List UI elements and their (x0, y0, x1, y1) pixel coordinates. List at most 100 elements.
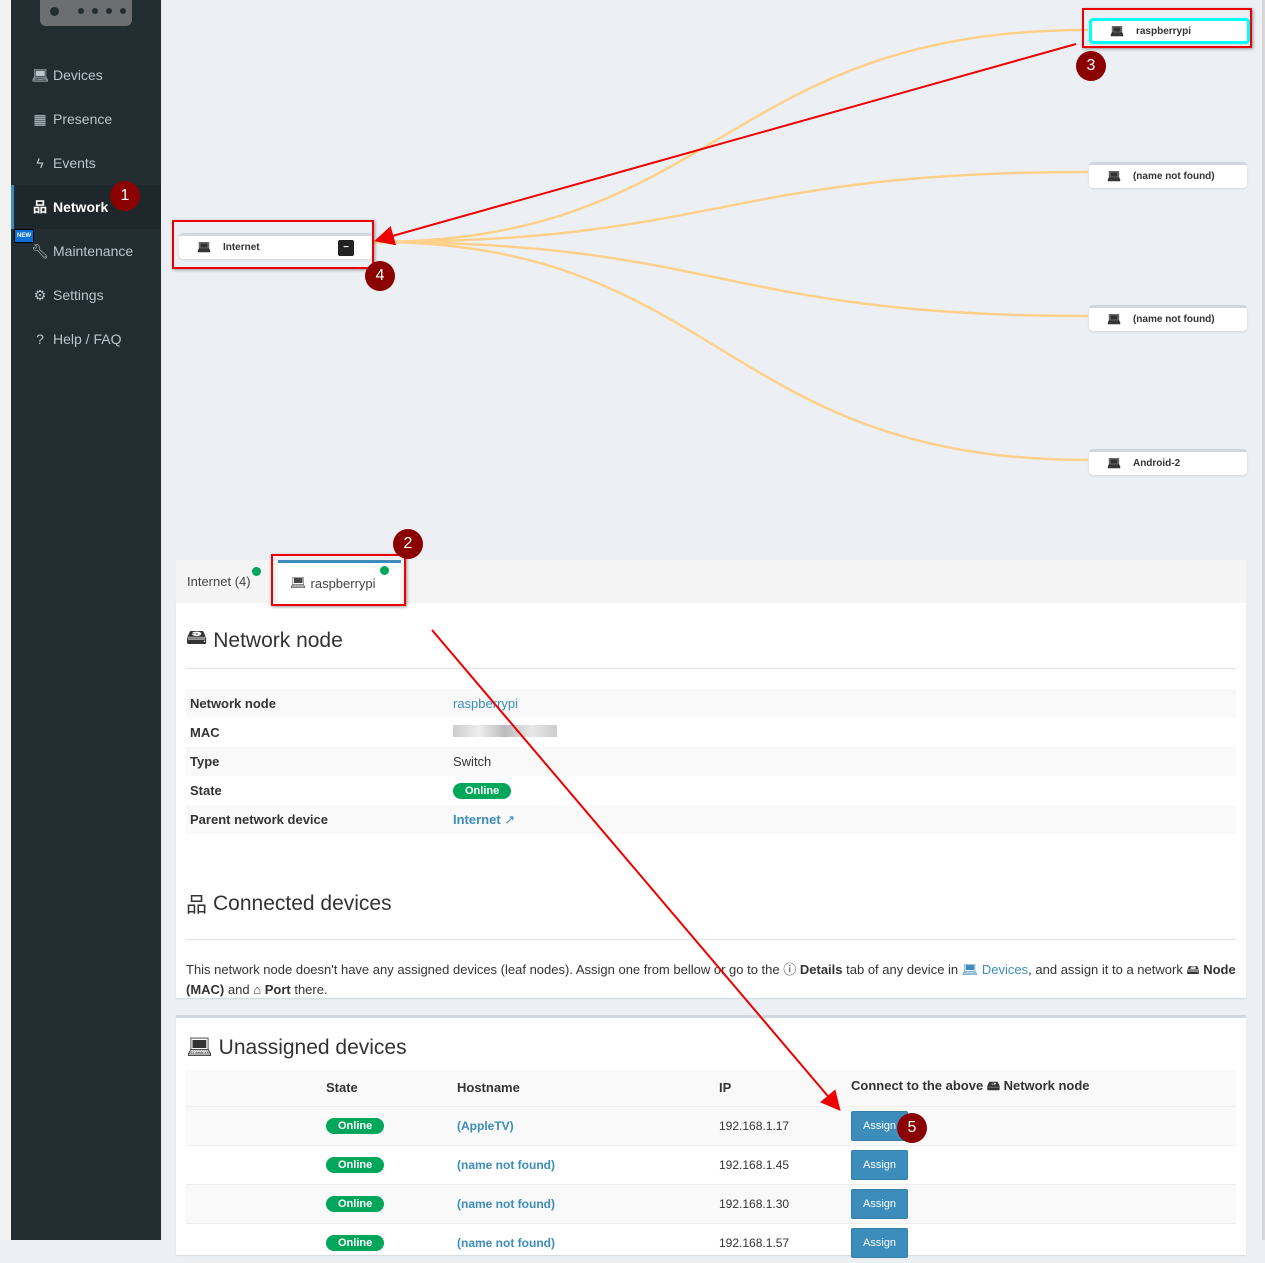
col-header: IP (719, 1070, 851, 1107)
graph-link (372, 170, 1089, 244)
node-label: (name not found) (1132, 171, 1215, 182)
unassigned-devices-panel: 💻︎ Unassigned devices State Hostname IP Conn… (176, 1015, 1246, 1263)
sidebar-item-label: Presence (53, 111, 113, 127)
tab-internet[interactable]: Internet (4) (187, 560, 251, 603)
panel-title: 💻︎ Unassigned devices (186, 1036, 1236, 1060)
bolt-icon: ϟ (36, 155, 44, 171)
parent-link[interactable]: Internet (453, 811, 501, 827)
hostname-link[interactable]: (name not found) (457, 1235, 555, 1250)
prop-value: Switch (453, 754, 492, 769)
hostname-link[interactable]: (name not found) (457, 1157, 555, 1172)
ip: 192.168.1.45 (719, 1145, 851, 1185)
annotation-marker: 4 (365, 261, 395, 291)
table-row: Online (name not found) 192.168.1.57 Assign (186, 1223, 1236, 1263)
prop-key: State (190, 783, 222, 798)
status-badge: Online (326, 1195, 385, 1212)
text: Node (MAC) (186, 962, 1236, 997)
server-icon: 🖴 (986, 1077, 1000, 1093)
laptop-icon: 💻︎ (1107, 314, 1121, 326)
node-label: raspberrypi (1135, 25, 1191, 37)
graph-node-leaf[interactable]: 💻︎ Android-2 (1089, 449, 1247, 475)
graph-node-internet[interactable]: 💻︎ Internet − (179, 233, 372, 259)
text: Details (799, 962, 843, 977)
assign-button[interactable]: Assign (851, 1149, 909, 1180)
text: Connect to the above (851, 1077, 984, 1093)
annotation-marker: 2 (393, 529, 423, 559)
text: Port (264, 982, 291, 997)
graph-node-leaf[interactable]: 💻︎ (name not found) (1089, 162, 1247, 188)
sidebar-item-devices[interactable]: 💻︎ Devices (11, 53, 161, 97)
col-header: State (326, 1070, 457, 1107)
node-link[interactable]: raspberrypi (453, 696, 519, 711)
devices-link[interactable]: 💻︎ Devices (961, 962, 1029, 977)
laptop-icon: 💻︎ (1107, 458, 1121, 470)
tab-label: raspberrypi (310, 575, 376, 591)
prop-key: MAC (190, 725, 220, 740)
text: and (227, 982, 250, 997)
annotation-box (172, 220, 374, 269)
graph-node-raspberrypi[interactable]: 💻︎ raspberrypi (1089, 18, 1250, 44)
sidebar-item-maintenance[interactable]: 🔧︎ Maintenance (11, 229, 161, 273)
annotation-marker: 5 (897, 1113, 927, 1143)
sidebar-item-label: Events (53, 155, 96, 171)
laptop-icon: 💻︎ (1107, 171, 1121, 183)
wrench-icon: 🔧︎ (31, 242, 49, 259)
assign-button[interactable]: Assign (851, 1188, 909, 1219)
text: Network node (1003, 1077, 1090, 1093)
laptop-icon: 💻︎ (197, 242, 211, 254)
sidebar-item-help[interactable]: ? Help / FAQ (11, 317, 161, 361)
laptop-icon: 💻︎ (1110, 25, 1124, 38)
text: there. (294, 982, 328, 997)
status-badge: Online (326, 1117, 385, 1134)
table-row: Online (AppleTV) 192.168.1.17 Assign (186, 1106, 1236, 1146)
laptop-icon: 💻︎ (290, 575, 307, 590)
gear-icon: ⚙ (33, 286, 47, 303)
sidebar-item-label: Help / FAQ (53, 331, 122, 347)
background-edge (0, 0, 11, 1240)
title-text: Connected devices (213, 892, 392, 915)
ip: 192.168.1.57 (719, 1223, 851, 1263)
hostname-link[interactable]: (AppleTV) (457, 1118, 514, 1133)
node-label: (name not found) (1132, 314, 1215, 325)
external-link-icon[interactable]: ↗ (504, 811, 516, 827)
assign-button[interactable]: Assign (851, 1227, 909, 1258)
sidebar-item-settings[interactable]: ⚙ Settings (11, 273, 161, 317)
prop-key: Network node (190, 696, 276, 711)
hostname-link[interactable]: (name not found) (457, 1196, 555, 1211)
mac-redacted (453, 725, 557, 737)
sitemap-icon: 品 (186, 894, 207, 917)
annotation-box (271, 554, 406, 606)
table-row: Online (name not found) 192.168.1.45 Assign (186, 1145, 1236, 1185)
prop-key: Type (190, 754, 220, 769)
server-icon: 🖴 (1186, 962, 1200, 977)
ip: 192.168.1.30 (719, 1184, 851, 1224)
unassigned-table: State Hostname IP Connect to the above 🖴 Ne… (186, 1070, 1236, 1263)
text: This network node doesn't have any assig… (186, 962, 780, 977)
annotation-marker: 1 (110, 181, 140, 211)
col-header: Hostname (457, 1070, 719, 1107)
sidebar-item-label: Settings (53, 287, 104, 303)
new-badge: NEW (14, 229, 34, 243)
online-dot (380, 566, 389, 575)
status-badge: Online (326, 1234, 385, 1251)
online-dot (252, 567, 261, 576)
sidebar-item-events[interactable]: ϟ Events (11, 141, 161, 185)
sidebar-item-presence[interactable]: ▦ Presence (11, 97, 161, 141)
ethernet-icon: ⌂ (253, 982, 262, 997)
sitemap-icon: 品 (33, 199, 47, 215)
sidebar-item-label: Network (53, 199, 109, 215)
sidebar: 💻︎ Devices ▦ Presence ϟ Events 品 Network 🔧︎ M… (11, 0, 161, 1240)
collapse-button[interactable]: − (338, 240, 354, 256)
network-node-panel: 🖴 Network node Network node raspberrypi MA… (176, 603, 1246, 998)
annotation-marker: 3 (1076, 51, 1106, 81)
text: , and assign it to a network (1028, 962, 1183, 977)
connected-title: 品 Connected devices (186, 889, 1236, 919)
text: Devices (981, 962, 1029, 977)
sidebar-item-label: Devices (53, 67, 103, 83)
scrollbar-edge (1262, 0, 1265, 1240)
prop-key: Parent network device (190, 812, 328, 827)
graph-node-leaf[interactable]: 💻︎ (name not found) (1089, 305, 1247, 331)
connected-help-text: This network node doesn't have any assig… (186, 960, 1236, 1000)
server-icon: 🖴 (186, 626, 208, 649)
annotation-box (1082, 8, 1252, 48)
